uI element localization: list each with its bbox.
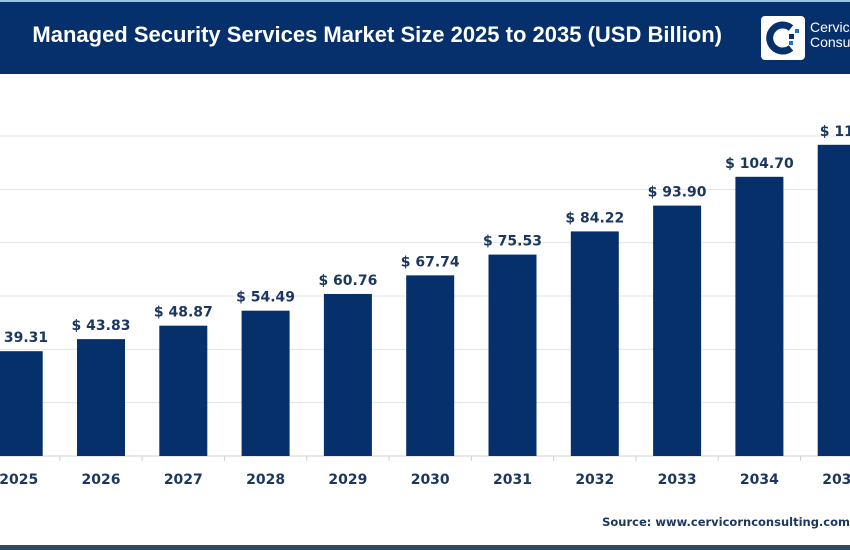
logo-icon — [761, 16, 805, 60]
x-tick-label-2030: 2030 — [411, 472, 450, 488]
x-tick-label-2035: 2035 — [822, 472, 850, 488]
top-border — [0, 0, 850, 2]
x-tick-label-2028: 2028 — [246, 472, 285, 488]
x-tick-label-2026: 2026 — [82, 472, 121, 488]
data-label-2032: $ 84.22 — [565, 210, 624, 226]
data-label-2034: $ 104.70 — [725, 156, 794, 172]
source-note: Source: www.cervicornconsulting.com — [602, 515, 850, 529]
bar-2027 — [159, 325, 208, 456]
data-label-2026: $ 43.83 — [72, 318, 131, 334]
bar-2029 — [323, 293, 372, 456]
bar-2034 — [735, 176, 784, 457]
chart-title: Managed Security Services Market Size 20… — [32, 22, 722, 47]
logo-line1: Cervicorn — [810, 19, 850, 35]
bar-2028 — [241, 310, 290, 456]
bar-2026 — [77, 339, 125, 456]
bottom-border — [0, 545, 850, 550]
data-label-2028: $ 54.49 — [236, 290, 295, 306]
bar-2025 — [0, 351, 43, 456]
x-tick-label-2033: 2033 — [658, 472, 697, 488]
data-label-2031: $ 75.53 — [483, 234, 542, 250]
x-tick-label-2034: 2034 — [740, 472, 779, 488]
x-tick-label-2027: 2027 — [164, 472, 203, 488]
x-tick-label-2029: 2029 — [328, 472, 367, 488]
data-label-2027: $ 48.87 — [154, 305, 213, 321]
data-label-2035: $ 116 — [820, 124, 850, 140]
bar-2032 — [570, 231, 619, 456]
bar-2033 — [653, 205, 702, 456]
bar-2035 — [817, 144, 850, 457]
data-label-2030: $ 67.74 — [401, 254, 460, 270]
bar-2030 — [406, 275, 455, 456]
data-label-2029: $ 60.76 — [318, 273, 377, 289]
x-tick-label-2031: 2031 — [493, 472, 532, 488]
logo-line2: Consulting — [810, 34, 850, 50]
bar-2031 — [488, 254, 537, 456]
data-label-2025: $ 39.31 — [0, 330, 48, 346]
chart-header: Managed Security Services Market Size 20… — [0, 2, 850, 74]
data-label-2033: $ 93.90 — [648, 185, 707, 201]
logo-text: Cervicorn Consulting — [810, 20, 850, 50]
x-tick-label-2025: 2025 — [0, 472, 38, 488]
x-tick-label-2032: 2032 — [575, 472, 614, 488]
